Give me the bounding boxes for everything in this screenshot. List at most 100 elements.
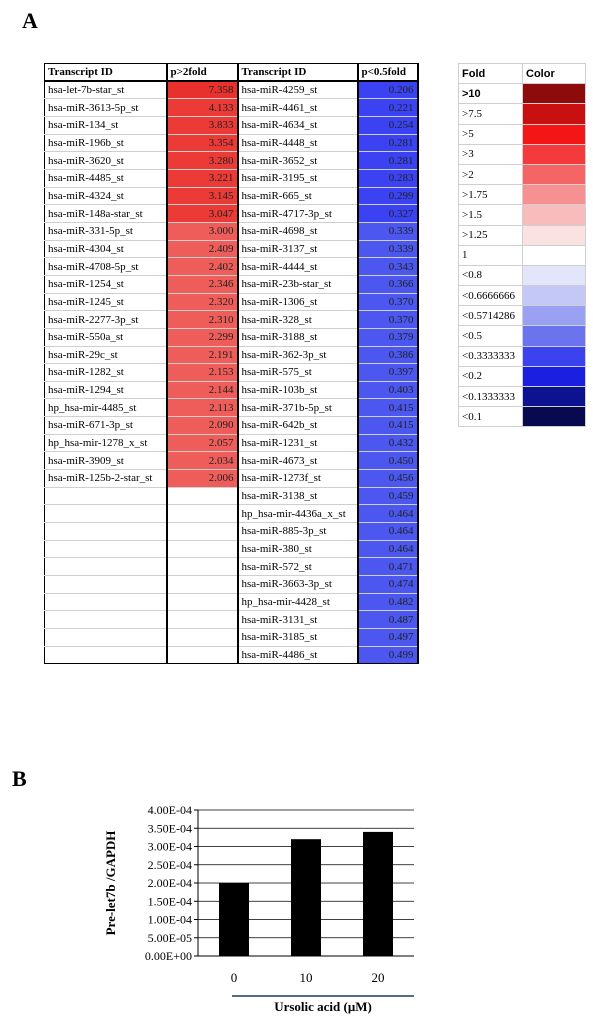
legend-row: <0.3333333 <box>458 345 586 367</box>
down-transcript-id: hsa-miR-4634_st <box>237 115 358 135</box>
legend-row: >7.5 <box>458 103 586 125</box>
legend-color-swatch <box>522 103 586 125</box>
legend-row: 1 <box>458 244 586 266</box>
legend-row: >1.25 <box>458 224 586 246</box>
down-fold-value: 0.456 <box>356 469 419 488</box>
up-transcript-id: hsa-miR-1294_st <box>44 380 167 400</box>
up-transcript-id: hsa-miR-29c_st <box>44 345 167 365</box>
down-transcript-id: hsa-miR-1306_st <box>237 292 358 312</box>
header-transcript-id-down: Transcript ID <box>237 63 358 83</box>
up-fold-value: 3.047 <box>165 204 239 223</box>
legend-fold-label: 1 <box>458 244 523 266</box>
legend-row: <0.2 <box>458 365 586 388</box>
table-row: hsa-miR-550a_st 2.299 hsa-miR-3188_st 0.379 <box>44 327 419 347</box>
legend-color-swatch <box>522 264 586 287</box>
down-transcript-id: hsa-miR-4717-3p_st <box>237 204 358 223</box>
legend-color-swatch <box>522 83 586 105</box>
legend-header-fold: Fold <box>458 62 523 85</box>
down-fold-value: 0.281 <box>356 133 419 153</box>
legend-fold-label: >1.5 <box>458 204 523 226</box>
table-row: hsa-miR-125b-2-star_st 2.006 hsa-miR-1273f… <box>44 469 419 488</box>
panel-a-label: A <box>22 8 38 33</box>
legend-fold-label: <0.5714286 <box>458 305 523 327</box>
down-fold-value: 0.283 <box>356 168 419 188</box>
legend-color-swatch <box>522 406 586 428</box>
down-fold-value: 0.450 <box>356 451 419 471</box>
up-fold-value: 3.221 <box>165 168 239 188</box>
up-fold-value <box>165 628 239 647</box>
up-transcript-id: hsa-miR-148a-star_st <box>44 204 167 223</box>
up-fold-value: 2.409 <box>165 239 239 259</box>
down-transcript-id: hsa-miR-3663-3p_st <box>237 575 358 594</box>
up-fold-value: 3.000 <box>165 221 239 241</box>
down-fold-value: 0.254 <box>356 115 419 135</box>
down-transcript-id: hsa-miR-4486_st <box>237 645 358 665</box>
bar <box>291 839 321 956</box>
up-fold-value: 2.006 <box>165 469 239 488</box>
table-row: hsa-miR-4485_st 3.221 hsa-miR-3195_st 0.283 <box>44 168 419 188</box>
up-fold-value <box>165 645 239 665</box>
y-tick-label: 0.00E+00 <box>145 949 192 963</box>
table-row: hsa-miR-3138_st 0.459 <box>44 486 419 506</box>
down-transcript-id: hsa-miR-23b-star_st <box>237 274 358 294</box>
up-transcript-id: hsa-miR-1254_st <box>44 274 167 294</box>
up-transcript-id: hsa-miR-3620_st <box>44 151 167 170</box>
down-transcript-id: hsa-miR-3652_st <box>237 151 358 170</box>
down-fold-value: 0.343 <box>356 257 419 276</box>
y-tick-label: 1.50E-04 <box>148 894 192 908</box>
up-fold-value <box>165 610 239 629</box>
x-axis-label: Ursolic acid (μM) <box>274 999 372 1014</box>
up-transcript-id: hsa-miR-3909_st <box>44 451 167 471</box>
up-transcript-id <box>44 645 167 665</box>
up-fold-value: 2.402 <box>165 257 239 276</box>
down-transcript-id: hsa-miR-575_st <box>237 363 358 382</box>
down-transcript-id: hsa-miR-4448_st <box>237 133 358 153</box>
up-fold-value: 2.144 <box>165 380 239 400</box>
legend-color-swatch <box>522 224 586 246</box>
legend-fold-label: <0.5 <box>458 325 523 347</box>
down-fold-value: 0.206 <box>356 80 419 100</box>
table-row: hsa-miR-196b_st 3.354 hsa-miR-4448_st 0.281 <box>44 133 419 153</box>
up-transcript-id <box>44 592 167 612</box>
up-fold-value: 2.191 <box>165 345 239 365</box>
legend-color-swatch <box>522 345 586 367</box>
up-fold-value: 2.034 <box>165 451 239 471</box>
up-fold-value <box>165 575 239 594</box>
panel-b-label: B <box>12 766 27 791</box>
header-up-fold: p>2fold <box>165 63 239 83</box>
legend-header-color: Color <box>522 62 586 85</box>
legend-color-swatch <box>522 305 586 327</box>
table-row: hsa-miR-3613-5p_st 4.133 hsa-miR-4461_st 0.… <box>44 98 419 117</box>
up-transcript-id: hsa-miR-4485_st <box>44 168 167 188</box>
table-row: hsa-miR-885-3p_st 0.464 <box>44 522 419 541</box>
down-transcript-id: hsa-miR-362-3p_st <box>237 345 358 365</box>
up-transcript-id: hsa-miR-331-5p_st <box>44 221 167 241</box>
x-tick-label: 0 <box>231 970 238 985</box>
legend-fold-label: >5 <box>458 123 523 145</box>
table-row: hsa-miR-380_st 0.464 <box>44 539 419 559</box>
legend-fold-label: <0.8 <box>458 264 523 287</box>
down-transcript-id: hsa-miR-4461_st <box>237 98 358 117</box>
bar <box>363 831 393 956</box>
down-transcript-id: hsa-miR-3138_st <box>237 486 358 506</box>
table-row: hsa-miR-4324_st 3.145 hsa-miR-665_st 0.299 <box>44 186 419 206</box>
down-transcript-id: hsa-miR-885-3p_st <box>237 522 358 541</box>
down-transcript-id: hsa-miR-4444_st <box>237 257 358 276</box>
legend-row: >5 <box>458 123 586 145</box>
down-fold-value: 0.497 <box>356 628 419 647</box>
y-tick-label: 2.00E-04 <box>148 876 192 890</box>
table-row: hsa-miR-3185_st 0.497 <box>44 628 419 647</box>
mirna-fold-change-table: Transcript ID p>2fold Transcript ID p<0.… <box>44 63 419 665</box>
legend-fold-label: >2 <box>458 163 523 186</box>
header-transcript-id-up: Transcript ID <box>44 63 167 83</box>
up-transcript-id: hsa-miR-2277-3p_st <box>44 310 167 329</box>
table-row: hsa-miR-29c_st 2.191 hsa-miR-362-3p_st 0.38… <box>44 345 419 365</box>
up-fold-value: 2.113 <box>165 398 239 418</box>
legend-row: <0.8 <box>458 264 586 287</box>
down-fold-value: 0.474 <box>356 575 419 594</box>
up-fold-value: 2.153 <box>165 363 239 382</box>
up-fold-value: 2.299 <box>165 327 239 347</box>
table-row: hsa-miR-572_st 0.471 <box>44 557 419 577</box>
down-transcript-id: hsa-miR-572_st <box>237 557 358 577</box>
up-transcript-id <box>44 504 167 524</box>
